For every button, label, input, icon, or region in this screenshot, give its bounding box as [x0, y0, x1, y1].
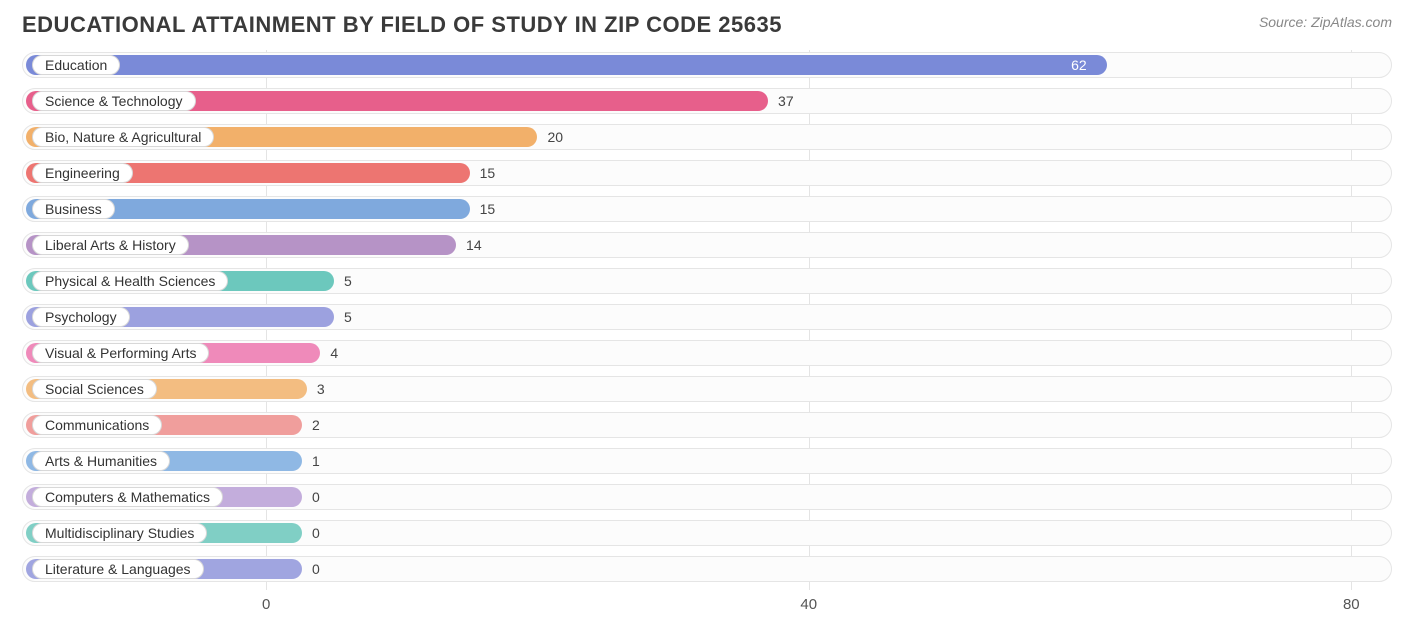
- bar-value: 0: [304, 518, 320, 548]
- bar-value: 20: [539, 122, 563, 152]
- bar-row: Physical & Health Sciences 5: [22, 266, 1392, 296]
- bar-label-pill: Literature & Languages: [32, 559, 204, 579]
- bar-label-pill: Social Sciences: [32, 379, 157, 399]
- bar-value: 15: [472, 158, 496, 188]
- chart-title: EDUCATIONAL ATTAINMENT BY FIELD OF STUDY…: [22, 12, 782, 38]
- bar-row: Liberal Arts & History 14: [22, 230, 1392, 260]
- bar-value: 0: [304, 554, 320, 584]
- x-tick-label: 0: [262, 596, 270, 613]
- bar-fill: [26, 55, 1107, 75]
- bar-label-pill: Computers & Mathematics: [32, 487, 223, 507]
- bar-value: 2: [304, 410, 320, 440]
- bar-label-pill: Communications: [32, 415, 162, 435]
- bar-label-pill: Arts & Humanities: [32, 451, 170, 471]
- bar-row: Bio, Nature & Agricultural 20: [22, 122, 1392, 152]
- bar-label-pill: Science & Technology: [32, 91, 196, 111]
- bar-label-pill: Education: [32, 55, 120, 75]
- bar-value: 0: [304, 482, 320, 512]
- bar-label-pill: Multidisciplinary Studies: [32, 523, 207, 543]
- bar-label-pill: Psychology: [32, 307, 130, 327]
- bar-value: 14: [458, 230, 482, 260]
- bar-label-pill: Business: [32, 199, 115, 219]
- bar-row: Visual & Performing Arts 4: [22, 338, 1392, 368]
- bar-row: Business 15: [22, 194, 1392, 224]
- bar-value: 5: [336, 302, 352, 332]
- x-tick-label: 40: [800, 596, 817, 613]
- bar-value: 4: [322, 338, 338, 368]
- bar-label-pill: Visual & Performing Arts: [32, 343, 209, 363]
- bar-value: 15: [472, 194, 496, 224]
- bar-label-pill: Engineering: [32, 163, 133, 183]
- plot-area: Education 62 Science & Technology 37 Bio, Na…: [22, 50, 1392, 590]
- bar-value: 1: [304, 446, 320, 476]
- bar-value: 37: [770, 86, 794, 116]
- bar-row: Literature & Languages 0: [22, 554, 1392, 584]
- bar-row: Psychology 5: [22, 302, 1392, 332]
- bar-label-pill: Liberal Arts & History: [32, 235, 189, 255]
- bar-row: Social Sciences 3: [22, 374, 1392, 404]
- bar-value: 5: [336, 266, 352, 296]
- x-axis: 0 40 80: [22, 594, 1392, 618]
- x-tick-label: 80: [1343, 596, 1360, 613]
- bar-label-pill: Bio, Nature & Agricultural: [32, 127, 214, 147]
- bar-row: Science & Technology 37: [22, 86, 1392, 116]
- chart-source: Source: ZipAtlas.com: [1259, 12, 1392, 30]
- bar-value: 3: [309, 374, 325, 404]
- chart-container: EDUCATIONAL ATTAINMENT BY FIELD OF STUDY…: [0, 0, 1406, 632]
- bar-label-pill: Physical & Health Sciences: [32, 271, 228, 291]
- chart-header: EDUCATIONAL ATTAINMENT BY FIELD OF STUDY…: [22, 12, 1392, 38]
- bar-row: Multidisciplinary Studies 0: [22, 518, 1392, 548]
- bar-row: Communications 2: [22, 410, 1392, 440]
- bar-row: Arts & Humanities 1: [22, 446, 1392, 476]
- bar-row: Education 62: [22, 50, 1392, 80]
- bar-value: 62: [1063, 50, 1087, 80]
- bar-row: Engineering 15: [22, 158, 1392, 188]
- bar-row: Computers & Mathematics 0: [22, 482, 1392, 512]
